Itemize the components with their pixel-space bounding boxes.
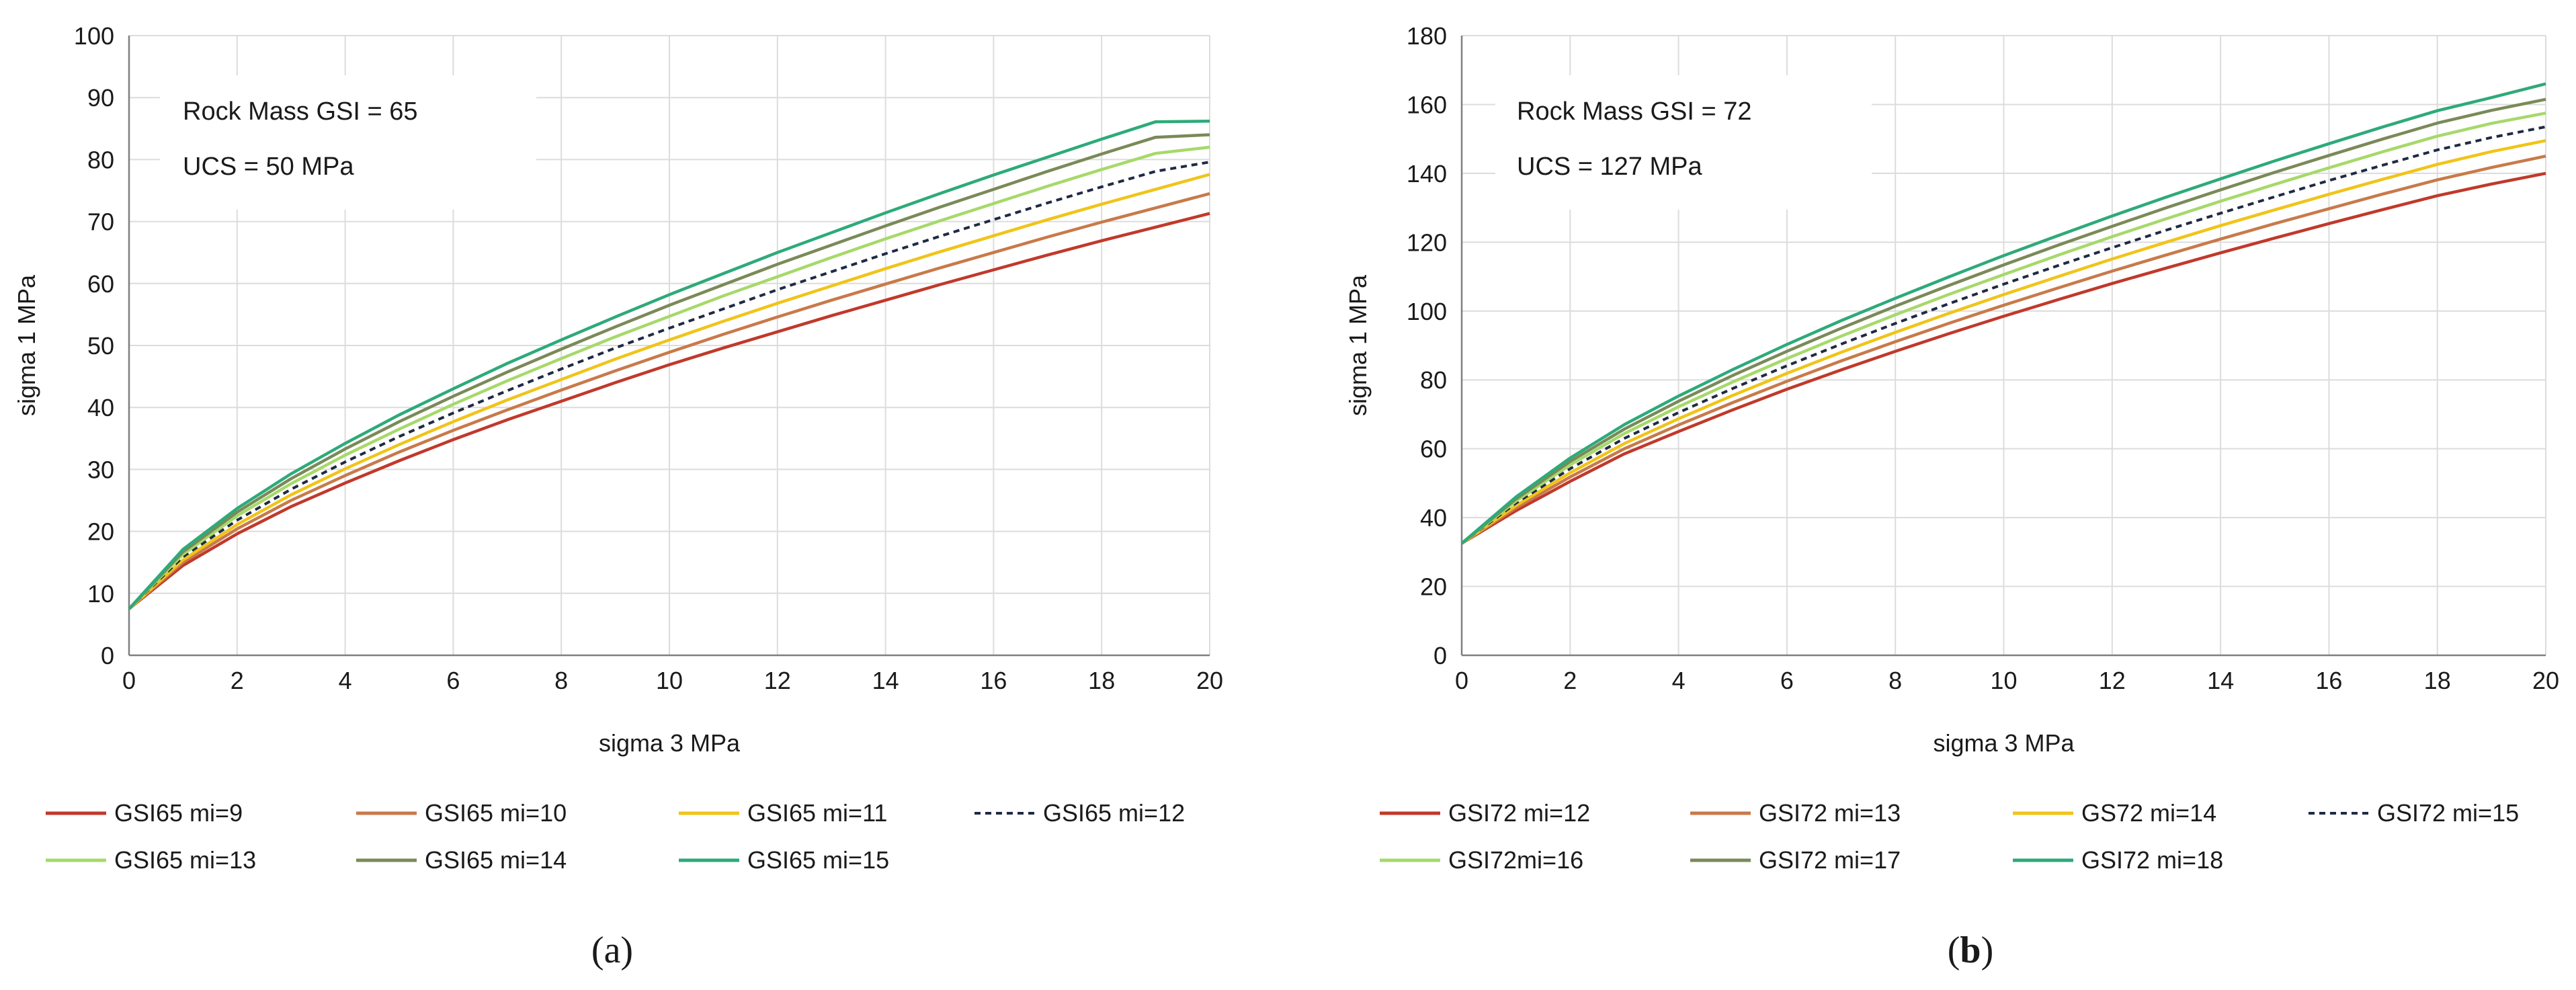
legend-label: GSI65 mi=11 <box>747 799 887 827</box>
y-tick-label: 20 <box>87 518 114 546</box>
x-tick-label: 4 <box>339 667 352 694</box>
y-axis-title: sigma 1 MPa <box>1344 274 1372 416</box>
y-tick-label: 180 <box>1407 22 1447 50</box>
legend-label: GSI72 mi=18 <box>2081 846 2223 874</box>
y-tick-label: 90 <box>87 84 114 112</box>
x-axis-title: sigma 3 MPa <box>599 729 741 757</box>
annotation-background <box>1495 75 1872 210</box>
y-tick-label: 40 <box>87 394 114 421</box>
series-line <box>1460 112 2546 545</box>
caption-part: b <box>1960 930 1981 971</box>
caption-part: ) <box>620 930 633 971</box>
figure-caption: (a) <box>591 930 633 971</box>
y-tick-label: 160 <box>1407 91 1447 118</box>
annotation-line: UCS = 127 MPa <box>1517 153 1702 181</box>
y-tick-label: 30 <box>87 456 114 483</box>
legend-label: GSI65 mi=13 <box>114 846 256 874</box>
caption-part: ) <box>1981 930 1994 971</box>
chart-panel-a: 0 2 4 6 8 10 12 14 16 18 20 0 10 20 30 40 50 60 70 80 90 100 s… <box>13 22 1223 971</box>
legend-label: GSI72mi=16 <box>1448 846 1583 874</box>
legend-label: GSI72 mi=17 <box>1759 846 1901 874</box>
y-tick-label: 80 <box>87 146 114 173</box>
annotation-line: UCS = 50 MPa <box>183 153 354 181</box>
series-line <box>128 119 1210 610</box>
x-tick-label: 20 <box>2532 667 2559 694</box>
caption-part: ( <box>591 930 604 971</box>
x-tick-label: 20 <box>1196 667 1223 694</box>
legend-label: GSI65 mi=9 <box>114 799 243 827</box>
y-tick-label: 0 <box>101 642 114 669</box>
caption-part: a <box>604 930 621 971</box>
chart-panel-b: 0 2 4 6 8 10 12 14 16 18 20 0 20 40 60 80 100 120 140 160 18… <box>1344 22 2559 971</box>
y-tick-label: 70 <box>87 208 114 236</box>
legend-label: GSI72 mi=12 <box>1448 799 1590 827</box>
x-tick-label: 10 <box>656 667 683 694</box>
y-tick-label: 10 <box>87 580 114 608</box>
y-tick-label: 40 <box>1420 504 1447 532</box>
caption-part: ( <box>1948 930 1960 971</box>
x-tick-label: 2 <box>231 667 244 694</box>
y-tick-label: 120 <box>1407 229 1447 256</box>
series-line <box>1460 97 2546 545</box>
y-tick-label: 50 <box>87 332 114 360</box>
x-tick-label: 10 <box>1990 667 2017 694</box>
annotation-line: Rock Mass GSI = 72 <box>1517 97 1752 126</box>
x-tick-label: 2 <box>1563 667 1577 694</box>
y-tick-label: 140 <box>1407 160 1447 188</box>
x-tick-label: 6 <box>1780 667 1794 694</box>
y-tick-label: 60 <box>1420 436 1447 463</box>
y-tick-label: 80 <box>1420 366 1447 394</box>
legend-label: GSI65 mi=14 <box>425 846 567 874</box>
x-tick-label: 4 <box>1672 667 1686 694</box>
y-tick-label: 100 <box>74 22 114 50</box>
series-line <box>128 145 1210 610</box>
x-tick-label: 12 <box>764 667 791 694</box>
legend-label: GSI65 mi=10 <box>425 799 567 827</box>
legend-label: GSI72 mi=13 <box>1759 799 1901 827</box>
legend-label: GSI65 mi=15 <box>747 846 889 874</box>
series-line <box>1460 138 2546 545</box>
y-tick-label: 100 <box>1407 298 1447 325</box>
x-tick-label: 12 <box>2099 667 2126 694</box>
legend-label: GSI72 mi=15 <box>2377 799 2519 827</box>
x-tick-label: 18 <box>1088 667 1115 694</box>
annotation-background <box>160 75 536 210</box>
series-line <box>128 161 1210 610</box>
y-tick-label: 60 <box>87 270 114 298</box>
series-line <box>128 212 1210 610</box>
x-tick-label: 16 <box>980 667 1007 694</box>
y-tick-label: 20 <box>1420 573 1447 601</box>
x-axis-title: sigma 3 MPa <box>1933 729 2075 757</box>
annotation-line: Rock Mass GSI = 65 <box>183 97 418 126</box>
x-tick-label: 0 <box>122 667 136 694</box>
series-line <box>128 133 1210 610</box>
series-line <box>128 192 1210 610</box>
x-tick-label: 14 <box>2207 667 2234 694</box>
figure-caption: (b) <box>1948 930 1993 971</box>
x-tick-label: 0 <box>1455 667 1468 694</box>
y-tick-label: 0 <box>1434 642 1447 669</box>
x-tick-label: 8 <box>1888 667 1902 694</box>
series-line <box>1460 171 2546 545</box>
series-line <box>1460 125 2546 545</box>
x-tick-label: 8 <box>554 667 568 694</box>
x-tick-label: 18 <box>2424 667 2451 694</box>
x-tick-label: 14 <box>872 667 899 694</box>
series-line <box>128 173 1210 610</box>
x-tick-label: 6 <box>446 667 460 694</box>
x-tick-label: 16 <box>2315 667 2342 694</box>
y-axis-title: sigma 1 MPa <box>13 274 40 416</box>
legend-label: GS72 mi=14 <box>2081 799 2216 827</box>
series-line <box>1460 155 2546 545</box>
legend-label: GSI65 mi=12 <box>1043 799 1185 827</box>
series-line <box>1460 82 2546 545</box>
